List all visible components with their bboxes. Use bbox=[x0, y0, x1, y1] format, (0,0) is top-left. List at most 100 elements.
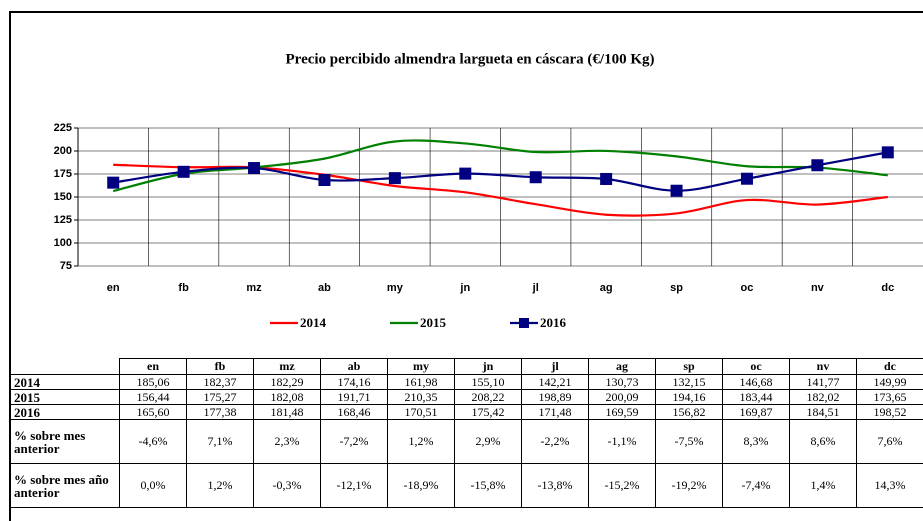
cell: -7,2% bbox=[321, 420, 388, 464]
cell: -13,8% bbox=[522, 464, 589, 508]
header-cell: my bbox=[388, 359, 455, 375]
cell: 182,37 bbox=[187, 375, 254, 390]
x-tick-label: jl bbox=[532, 282, 539, 294]
cell: 2,9% bbox=[455, 420, 522, 464]
cell: -12,1% bbox=[321, 464, 388, 508]
chart-title: Precio percibido almendra largueta en cá… bbox=[286, 51, 655, 67]
header-cell: jl bbox=[522, 359, 589, 375]
cell: -2,2% bbox=[522, 420, 589, 464]
cell: -18,9% bbox=[388, 464, 455, 508]
y-tick-label: 225 bbox=[54, 122, 72, 134]
point-marker bbox=[882, 146, 894, 158]
x-tick-label: fb bbox=[178, 282, 189, 294]
y-tick-label: 75 bbox=[60, 260, 72, 272]
row-label: % sobre mes anterior bbox=[11, 420, 120, 464]
cell: 173,65 bbox=[857, 390, 923, 405]
cell: -7,4% bbox=[723, 464, 790, 508]
row-label: 2014 bbox=[11, 375, 120, 390]
cell: 155,10 bbox=[455, 375, 522, 390]
x-tick-label: dc bbox=[881, 282, 894, 294]
cell: 8,3% bbox=[723, 420, 790, 464]
x-tick-label: sp bbox=[670, 282, 683, 294]
legend-label: 2015 bbox=[420, 315, 447, 330]
cell: 200,09 bbox=[589, 390, 656, 405]
point-marker bbox=[107, 177, 119, 189]
cell: 171,48 bbox=[522, 405, 589, 420]
cell: 132,15 bbox=[656, 375, 723, 390]
cell: -4,6% bbox=[120, 420, 187, 464]
header-cell: nv bbox=[790, 359, 857, 375]
y-tick-label: 150 bbox=[54, 191, 72, 203]
cell: -1,1% bbox=[589, 420, 656, 464]
row-label: % sobre mes año anterior bbox=[11, 464, 120, 508]
page: Precio percibido almendra largueta en cá… bbox=[0, 0, 923, 510]
cell: 7,6% bbox=[857, 420, 923, 464]
cell: 182,02 bbox=[790, 390, 857, 405]
x-tick-label: jn bbox=[459, 282, 470, 294]
x-tick-label: en bbox=[107, 282, 120, 294]
point-marker bbox=[600, 173, 612, 185]
cell: 194,16 bbox=[656, 390, 723, 405]
x-tick-label: oc bbox=[741, 282, 754, 294]
cell: -7,5% bbox=[656, 420, 723, 464]
cell: 177,38 bbox=[187, 405, 254, 420]
cell: 1,2% bbox=[187, 464, 254, 508]
row-label: 2016 bbox=[11, 405, 120, 420]
x-tick-label: ab bbox=[318, 282, 331, 294]
cell: 156,82 bbox=[656, 405, 723, 420]
y-tick-label: 100 bbox=[54, 237, 72, 249]
point-marker bbox=[530, 171, 542, 183]
cell: 7,1% bbox=[187, 420, 254, 464]
cell: 198,89 bbox=[522, 390, 589, 405]
cell: -15,2% bbox=[589, 464, 656, 508]
cell: 0,0% bbox=[120, 464, 187, 508]
cell: 141,77 bbox=[790, 375, 857, 390]
cell: 8,6% bbox=[790, 420, 857, 464]
cell: 184,51 bbox=[790, 405, 857, 420]
cell: 146,68 bbox=[723, 375, 790, 390]
cell: 175,42 bbox=[455, 405, 522, 420]
legend-label: 2014 bbox=[300, 315, 327, 330]
cell: 191,71 bbox=[321, 390, 388, 405]
y-tick-label: 175 bbox=[54, 168, 72, 180]
cell: 142,21 bbox=[522, 375, 589, 390]
cell: 182,29 bbox=[254, 375, 321, 390]
header-cell: en bbox=[120, 359, 187, 375]
x-tick-label: mz bbox=[246, 282, 262, 294]
x-tick-label: ag bbox=[600, 282, 613, 294]
header-cell: jn bbox=[455, 359, 522, 375]
cell: 165,60 bbox=[120, 405, 187, 420]
cell: -0,3% bbox=[254, 464, 321, 508]
legend-marker bbox=[519, 318, 529, 328]
cell: 1,2% bbox=[388, 420, 455, 464]
cell: -19,2% bbox=[656, 464, 723, 508]
legend-label: 2016 bbox=[540, 315, 567, 330]
cell: 185,06 bbox=[120, 375, 187, 390]
cell: 156,44 bbox=[120, 390, 187, 405]
cell: 168,46 bbox=[321, 405, 388, 420]
cell: -15,8% bbox=[455, 464, 522, 508]
cell: 130,73 bbox=[589, 375, 656, 390]
point-marker bbox=[318, 174, 330, 186]
row-label: 2015 bbox=[11, 390, 120, 405]
blank-cell bbox=[11, 359, 120, 375]
header-cell: ab bbox=[321, 359, 388, 375]
header-cell: dc bbox=[857, 359, 923, 375]
header-cell: ag bbox=[589, 359, 656, 375]
pct-row: % sobre mes anterior-4,6%7,1%2,3%-7,2%1,… bbox=[11, 420, 923, 464]
cell: 175,27 bbox=[187, 390, 254, 405]
cell: 208,22 bbox=[455, 390, 522, 405]
header-cell: fb bbox=[187, 359, 254, 375]
point-marker bbox=[459, 168, 471, 180]
header-cell: mz bbox=[254, 359, 321, 375]
cell: 181,48 bbox=[254, 405, 321, 420]
cell: 2,3% bbox=[254, 420, 321, 464]
point-marker bbox=[811, 159, 823, 171]
header-cell: oc bbox=[723, 359, 790, 375]
